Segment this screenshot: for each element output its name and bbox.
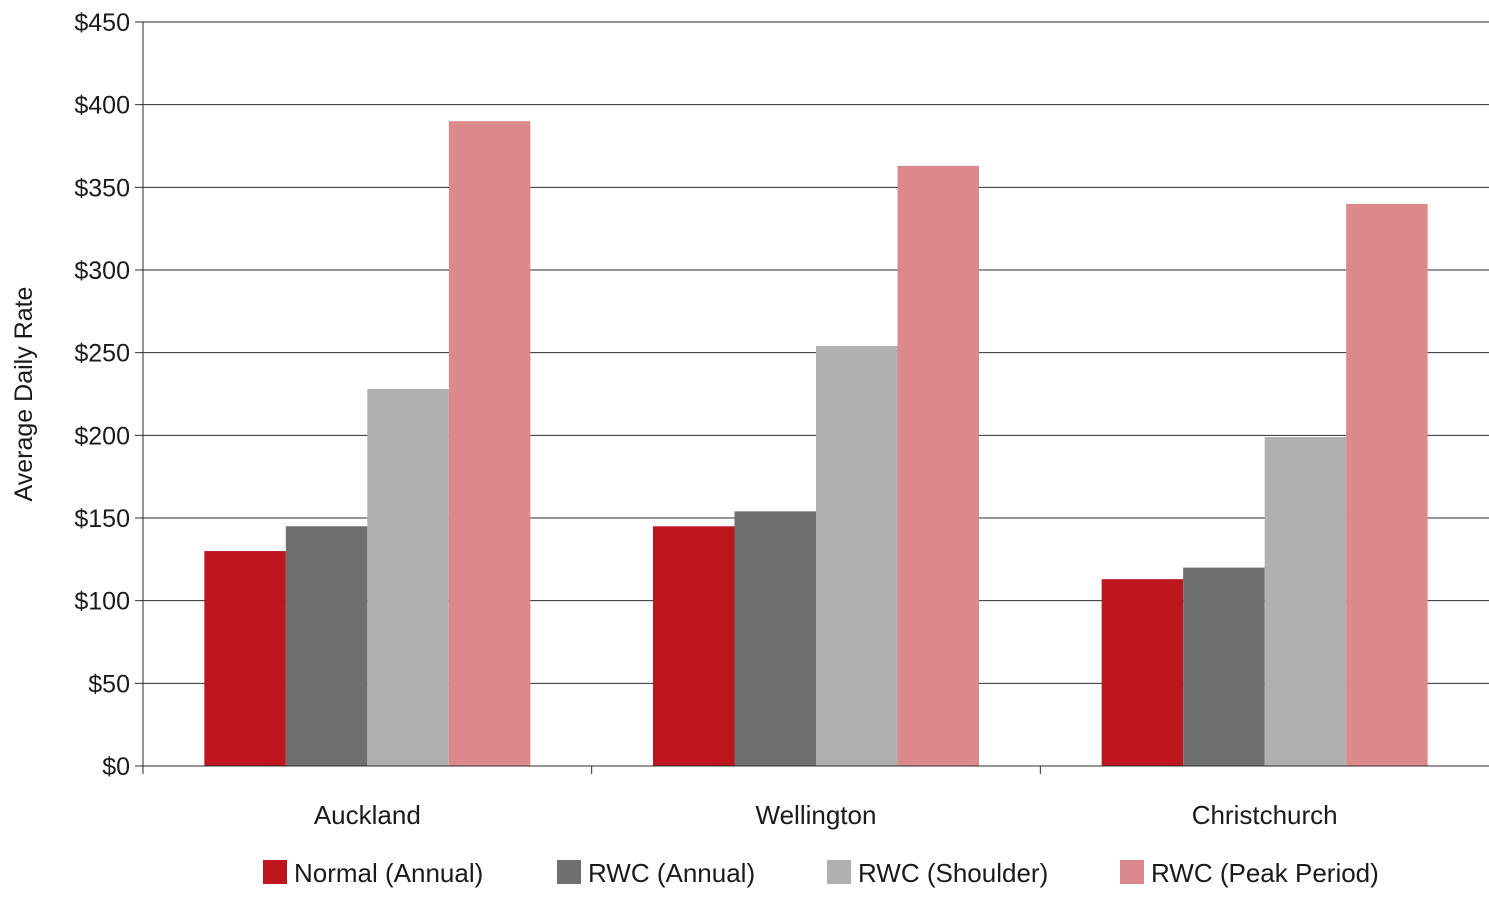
y-axis-title: Average Daily Rate [10, 287, 38, 502]
bar [1101, 579, 1184, 766]
bar [653, 526, 735, 766]
y-tick-label: $50 [88, 670, 130, 698]
bar [816, 346, 898, 766]
y-tick-label: $300 [74, 257, 130, 285]
bar [1264, 436, 1347, 766]
legend-swatch [1120, 860, 1144, 884]
bar [897, 165, 979, 767]
legend-swatch [557, 860, 581, 884]
x-tick-label: Auckland [314, 800, 421, 830]
bar [285, 526, 368, 766]
y-tick-label: $200 [74, 422, 130, 450]
legend: Normal (Annual) RWC (Annual) RWC (Shoulder… [263, 858, 1379, 888]
x-tick-label: Wellington [756, 800, 877, 830]
y-tick-label: $100 [74, 588, 130, 616]
y-tick-label: $350 [74, 174, 130, 202]
y-tick-label: $250 [74, 340, 130, 368]
legend-label: RWC (Annual) [588, 858, 755, 888]
y-tick-label: $400 [74, 92, 130, 120]
bar [367, 389, 449, 766]
bar [1346, 203, 1428, 766]
legend-swatch [263, 860, 287, 884]
bars [204, 121, 1428, 767]
y-tick-label: $0 [102, 753, 130, 781]
legend-label: RWC (Peak Period) [1151, 858, 1379, 888]
bar [448, 121, 531, 766]
x-tick-label: Christchurch [1192, 800, 1338, 830]
legend-swatch [827, 860, 851, 884]
y-tick-label: $150 [74, 505, 130, 533]
y-tick-label: $450 [74, 9, 130, 37]
legend-label: RWC (Shoulder) [858, 858, 1048, 888]
bar [204, 551, 286, 766]
axes: $0 $50 $100 $150 $200 $250 $300 $350 $400 $450 Auc… [74, 9, 1489, 830]
bar [734, 511, 816, 766]
legend-label: Normal (Annual) [294, 858, 483, 888]
bar [1183, 567, 1265, 766]
